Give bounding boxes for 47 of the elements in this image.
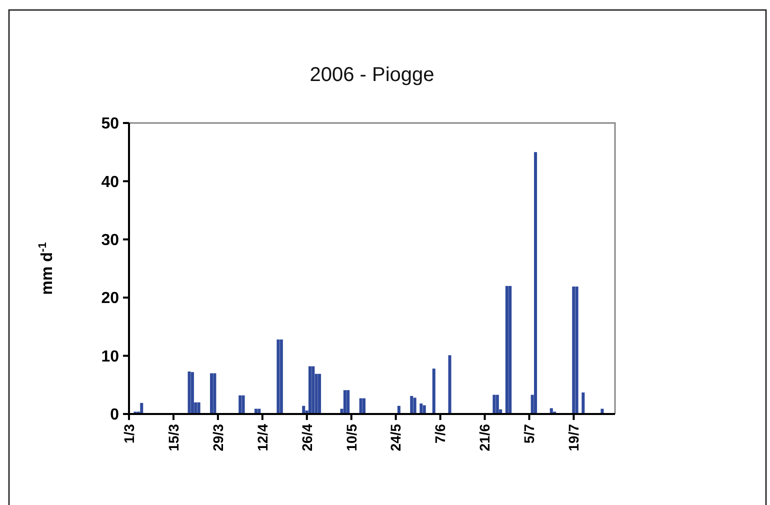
bar bbox=[343, 390, 346, 414]
x-tick-label: 24/5 bbox=[388, 424, 404, 452]
x-tick-label: 1/3 bbox=[120, 424, 137, 444]
y-tick-label: 10 bbox=[101, 348, 120, 366]
bar bbox=[312, 366, 315, 414]
bar bbox=[242, 395, 245, 414]
bar bbox=[410, 396, 414, 414]
bar bbox=[238, 395, 242, 414]
bar bbox=[308, 366, 312, 414]
bar bbox=[492, 394, 496, 414]
chart-title: 2006 - Piogge bbox=[310, 64, 434, 86]
bar bbox=[140, 402, 144, 414]
bar bbox=[346, 390, 350, 414]
bar bbox=[210, 373, 214, 414]
bar bbox=[359, 398, 362, 414]
y-tick-label: 30 bbox=[101, 232, 120, 249]
bar bbox=[432, 368, 436, 414]
x-tick-label: 12/4 bbox=[254, 424, 270, 452]
bar bbox=[276, 340, 280, 414]
bar bbox=[572, 286, 576, 414]
y-tick-label: 40 bbox=[101, 174, 120, 191]
x-tick-label: 7/6 bbox=[432, 424, 448, 444]
bar bbox=[362, 398, 366, 414]
x-tick-label: 29/3 bbox=[210, 424, 226, 452]
bar bbox=[188, 372, 191, 414]
x-tick-label: 5/7 bbox=[521, 424, 538, 444]
y-tick-label: 50 bbox=[101, 116, 120, 133]
bar bbox=[318, 374, 322, 414]
bar bbox=[420, 404, 423, 414]
x-tick-label: 15/3 bbox=[165, 424, 182, 452]
bar bbox=[508, 286, 512, 414]
x-tick-label: 10/5 bbox=[343, 424, 360, 452]
y-tick-label: 20 bbox=[101, 290, 120, 308]
y-tick-label: 0 bbox=[110, 406, 120, 424]
bar bbox=[496, 394, 499, 414]
bar bbox=[575, 286, 578, 414]
bar bbox=[505, 286, 508, 414]
x-tick-label: 26/4 bbox=[298, 424, 315, 452]
bar bbox=[448, 355, 452, 414]
x-tick-label: 21/6 bbox=[476, 424, 493, 452]
bar bbox=[280, 340, 283, 414]
x-tick-label: 19/7 bbox=[566, 424, 582, 452]
bar bbox=[190, 372, 194, 414]
bar bbox=[582, 392, 585, 414]
bar bbox=[413, 398, 416, 414]
bar bbox=[534, 152, 538, 414]
bar bbox=[213, 373, 216, 414]
